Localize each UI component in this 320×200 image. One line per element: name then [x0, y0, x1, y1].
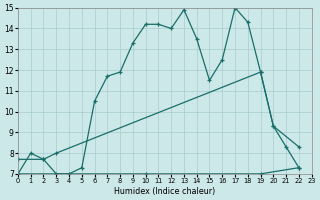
X-axis label: Humidex (Indice chaleur): Humidex (Indice chaleur)	[114, 187, 215, 196]
